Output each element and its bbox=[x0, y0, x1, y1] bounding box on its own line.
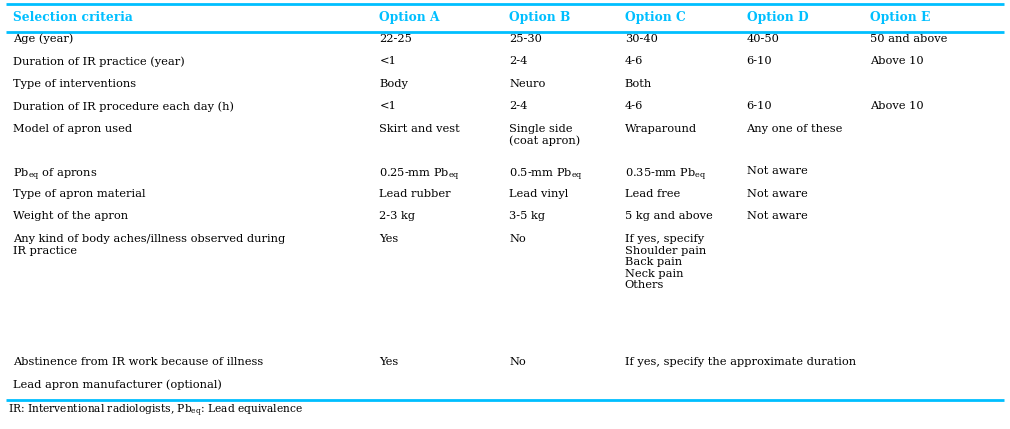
Text: Option A: Option A bbox=[380, 11, 439, 24]
Text: Yes: Yes bbox=[380, 357, 399, 367]
Text: 3-5 kg: 3-5 kg bbox=[509, 211, 545, 221]
Text: Neuro: Neuro bbox=[509, 79, 545, 89]
Text: Wraparound: Wraparound bbox=[625, 124, 697, 134]
Text: <1: <1 bbox=[380, 101, 396, 111]
Text: Not aware: Not aware bbox=[746, 166, 807, 176]
Text: 30-40: 30-40 bbox=[625, 33, 658, 44]
Text: 40-50: 40-50 bbox=[746, 33, 780, 44]
Text: Model of apron used: Model of apron used bbox=[13, 124, 132, 134]
Text: 2-4: 2-4 bbox=[509, 56, 527, 66]
Text: Yes: Yes bbox=[380, 234, 399, 244]
Text: Lead vinyl: Lead vinyl bbox=[509, 189, 569, 199]
Text: Not aware: Not aware bbox=[746, 189, 807, 199]
Text: 22-25: 22-25 bbox=[380, 33, 412, 44]
Text: Option E: Option E bbox=[871, 11, 930, 24]
Text: Option D: Option D bbox=[746, 11, 808, 24]
Text: Body: Body bbox=[380, 79, 408, 89]
Text: Weight of the apron: Weight of the apron bbox=[13, 211, 128, 221]
Text: Any one of these: Any one of these bbox=[746, 124, 843, 134]
Text: Both: Both bbox=[625, 79, 652, 89]
Text: Duration of IR practice (year): Duration of IR practice (year) bbox=[13, 56, 185, 66]
Text: Lead rubber: Lead rubber bbox=[380, 189, 450, 199]
Text: Lead free: Lead free bbox=[625, 189, 680, 199]
Text: 25-30: 25-30 bbox=[509, 33, 542, 44]
Text: 2-3 kg: 2-3 kg bbox=[380, 211, 415, 221]
Text: Type of apron material: Type of apron material bbox=[13, 189, 145, 199]
Text: 0.25-mm Pb$_{\mathregular{eq}}$: 0.25-mm Pb$_{\mathregular{eq}}$ bbox=[380, 166, 460, 183]
Text: Single side
(coat apron): Single side (coat apron) bbox=[509, 124, 581, 146]
Text: No: No bbox=[509, 234, 526, 244]
Text: 6-10: 6-10 bbox=[746, 101, 772, 111]
Text: Type of interventions: Type of interventions bbox=[13, 79, 136, 89]
Text: If yes, specify the approximate duration: If yes, specify the approximate duration bbox=[625, 357, 855, 367]
Text: Option B: Option B bbox=[509, 11, 571, 24]
Text: 4-6: 4-6 bbox=[625, 101, 643, 111]
Text: Above 10: Above 10 bbox=[871, 101, 924, 111]
Text: 0.35-mm Pb$_{\mathregular{eq}}$: 0.35-mm Pb$_{\mathregular{eq}}$ bbox=[625, 166, 706, 183]
Text: <1: <1 bbox=[380, 56, 396, 66]
Text: 0.5-mm Pb$_{\mathregular{eq}}$: 0.5-mm Pb$_{\mathregular{eq}}$ bbox=[509, 166, 583, 183]
Text: Selection criteria: Selection criteria bbox=[13, 11, 133, 24]
Text: Age (year): Age (year) bbox=[13, 33, 74, 44]
Text: 6-10: 6-10 bbox=[746, 56, 772, 66]
Text: IR: Interventional radiologists, Pb$_{\mathregular{eq}}$: Lead equivalence: IR: Interventional radiologists, Pb$_{\m… bbox=[8, 403, 303, 419]
Text: 5 kg and above: 5 kg and above bbox=[625, 211, 712, 221]
Text: Any kind of body aches/illness observed during
IR practice: Any kind of body aches/illness observed … bbox=[13, 234, 285, 256]
Text: 2-4: 2-4 bbox=[509, 101, 527, 111]
Text: No: No bbox=[509, 357, 526, 367]
Text: Pb$_{\mathregular{eq}}$ of aprons: Pb$_{\mathregular{eq}}$ of aprons bbox=[13, 166, 97, 183]
Text: Not aware: Not aware bbox=[746, 211, 807, 221]
Text: Above 10: Above 10 bbox=[871, 56, 924, 66]
Text: Abstinence from IR work because of illness: Abstinence from IR work because of illne… bbox=[13, 357, 264, 367]
Text: Skirt and vest: Skirt and vest bbox=[380, 124, 460, 134]
Text: Duration of IR procedure each day (h): Duration of IR procedure each day (h) bbox=[13, 101, 234, 112]
Text: If yes, specify
Shoulder pain
Back pain
Neck pain
Others: If yes, specify Shoulder pain Back pain … bbox=[625, 234, 706, 290]
Text: 50 and above: 50 and above bbox=[871, 33, 947, 44]
Text: Option C: Option C bbox=[625, 11, 686, 24]
Text: 4-6: 4-6 bbox=[625, 56, 643, 66]
Text: Lead apron manufacturer (optional): Lead apron manufacturer (optional) bbox=[13, 379, 222, 390]
